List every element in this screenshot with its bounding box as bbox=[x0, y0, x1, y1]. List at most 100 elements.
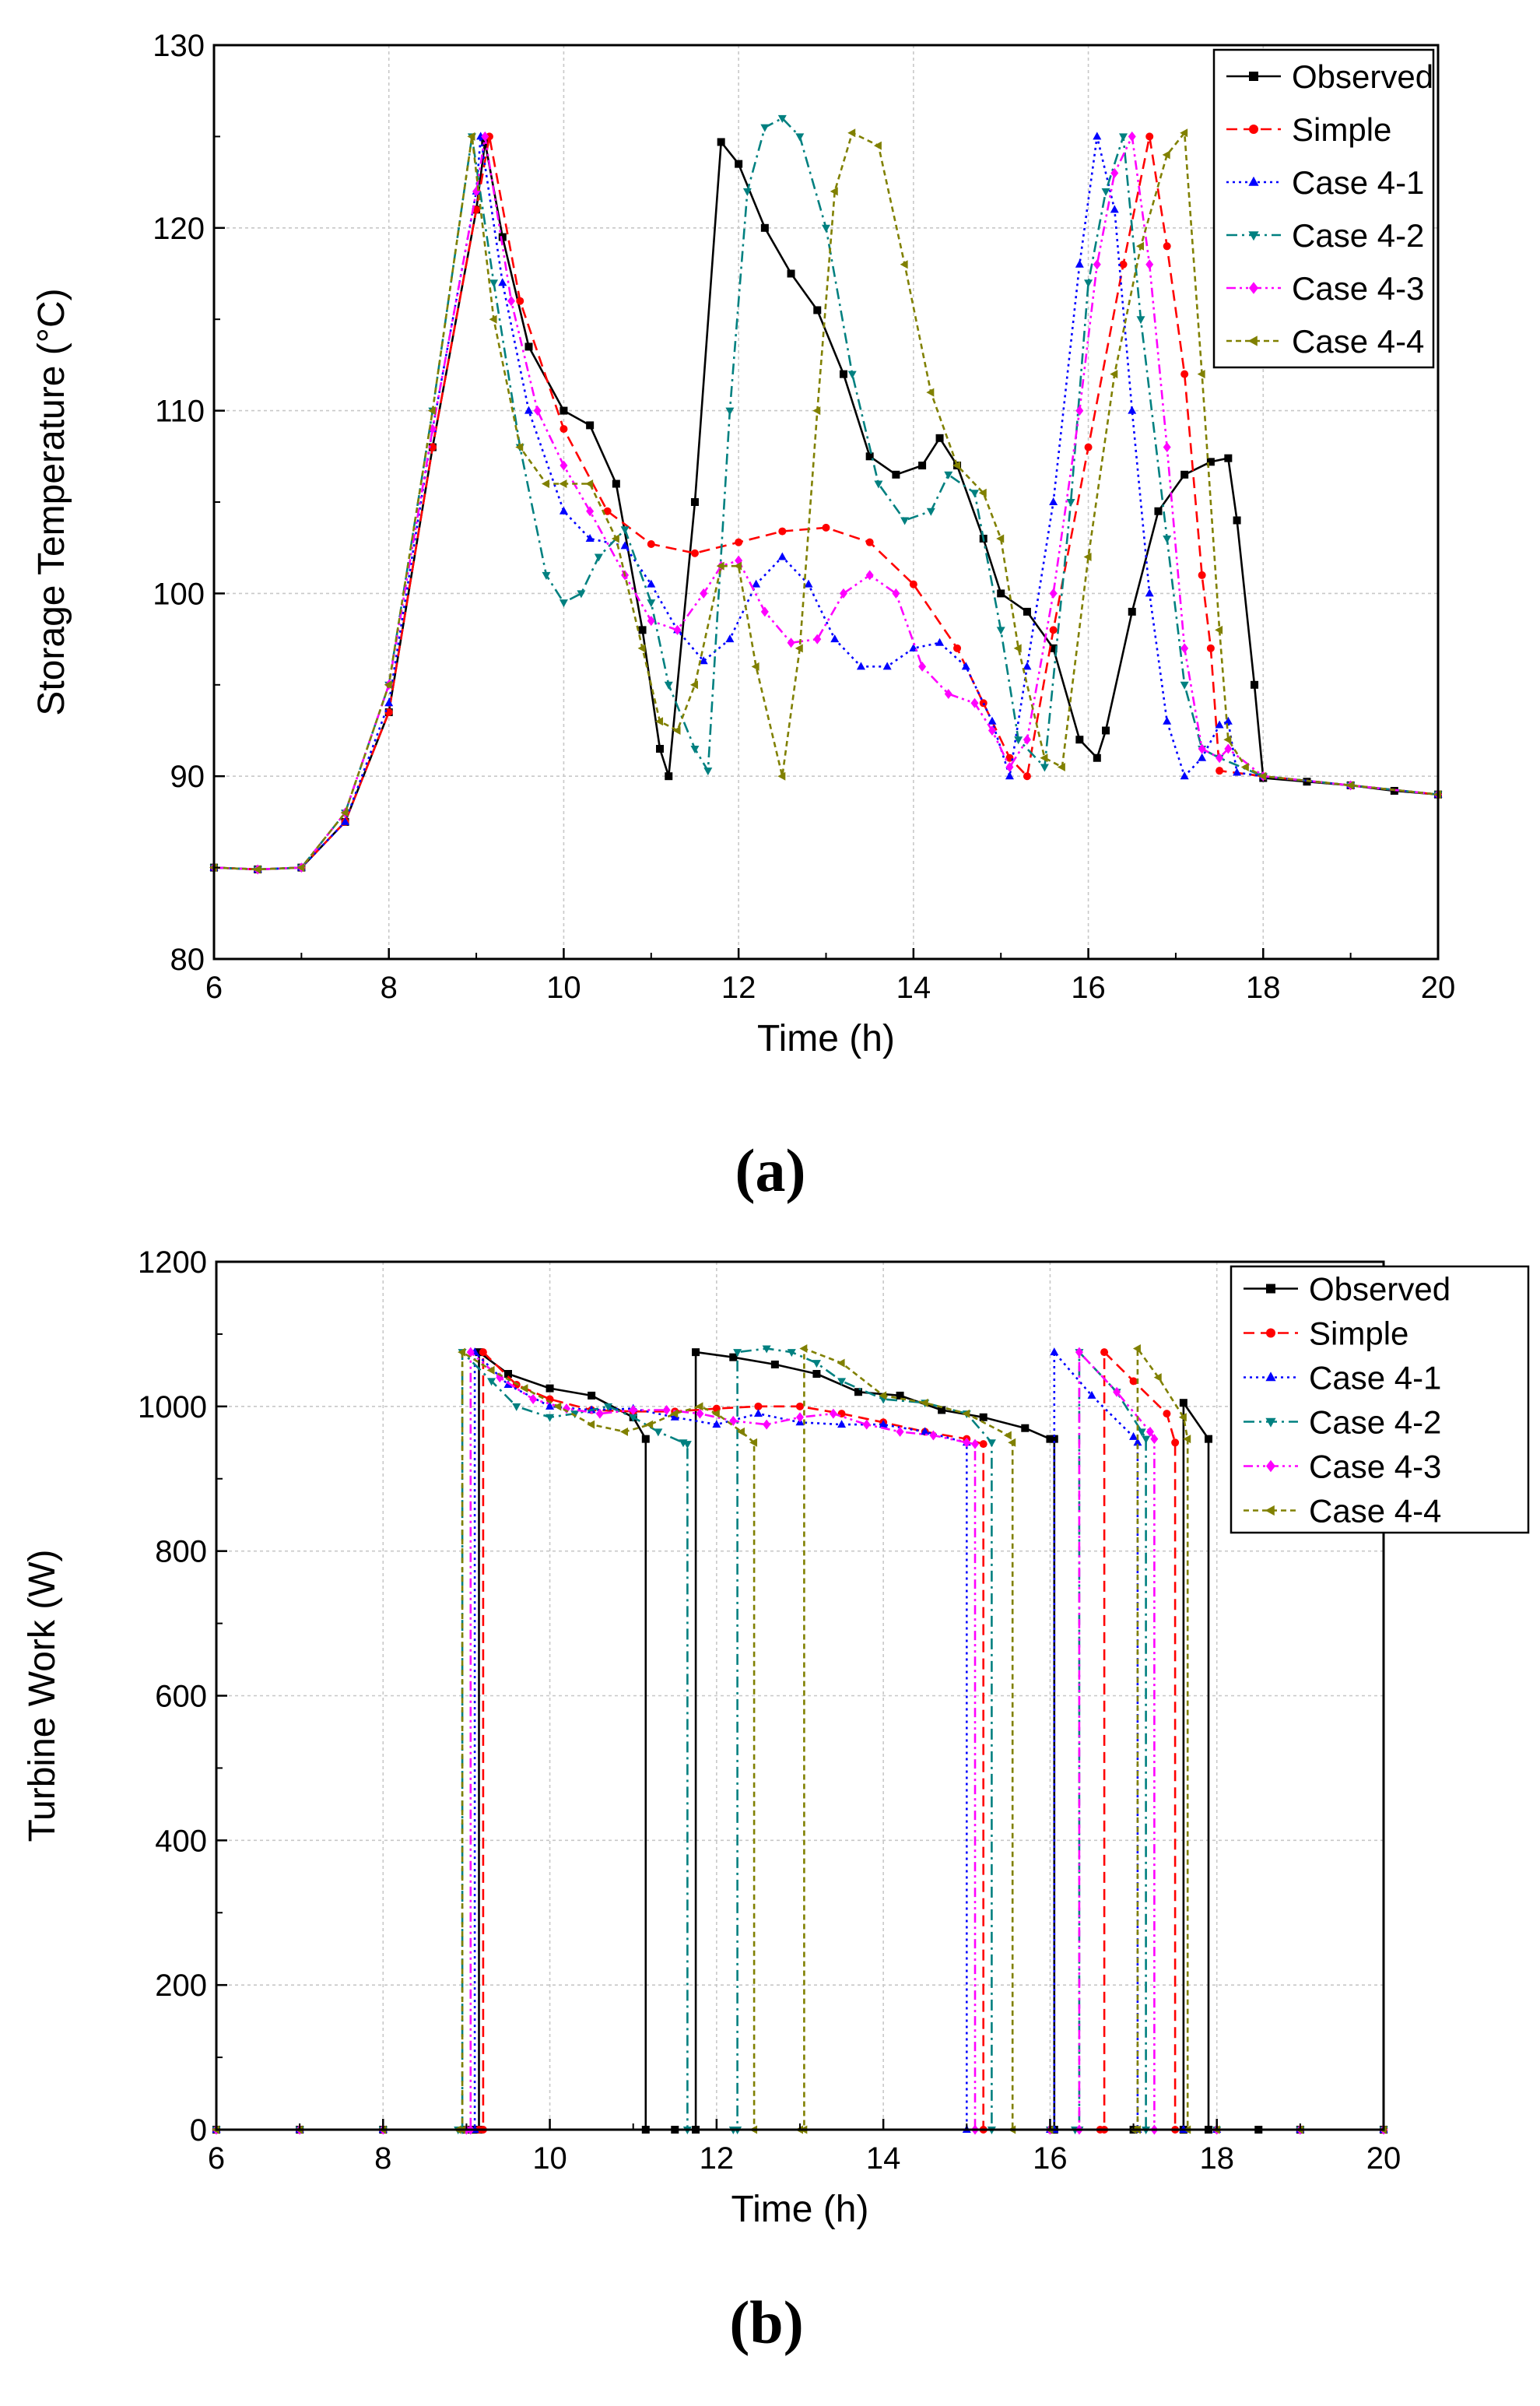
data-point-simple bbox=[778, 527, 787, 536]
x-tick-label: 20 bbox=[1366, 2141, 1401, 2176]
data-point-simple bbox=[796, 1402, 804, 1410]
y-tick-label: 800 bbox=[155, 1535, 207, 1569]
data-point-case-4-4 bbox=[611, 534, 619, 543]
x-tick-label: 10 bbox=[546, 971, 581, 1005]
data-point-case-4-2 bbox=[944, 471, 953, 479]
data-point-case-4-3 bbox=[963, 1437, 971, 1448]
data-point-observed bbox=[854, 1388, 862, 1396]
legend-swatch-marker bbox=[1265, 1505, 1275, 1516]
data-point-case-4-1 bbox=[1180, 771, 1189, 780]
data-point-case-4-2 bbox=[777, 114, 787, 123]
legend-label: Case 4-3 bbox=[1292, 270, 1424, 307]
data-point-case-4-1 bbox=[1198, 753, 1207, 761]
data-point-case-4-1 bbox=[804, 579, 813, 588]
data-point-case-4-4 bbox=[620, 1427, 628, 1436]
data-point-case-4-2 bbox=[577, 590, 586, 599]
data-point-case-4-2 bbox=[620, 526, 630, 535]
data-point-case-4-1 bbox=[1145, 588, 1154, 597]
data-point-case-4-1 bbox=[1163, 716, 1172, 725]
data-point-simple bbox=[1216, 767, 1224, 775]
legend-item-case-4-4: Case 4-4 bbox=[1226, 323, 1424, 360]
data-point-case-4-4 bbox=[716, 561, 724, 571]
series-case-4-3 bbox=[212, 1347, 1387, 2135]
data-point-case-4-4 bbox=[1258, 771, 1267, 781]
series-group bbox=[212, 1344, 1388, 2135]
data-point-observed bbox=[935, 434, 944, 442]
data-point-case-4-2 bbox=[1101, 188, 1110, 196]
y-tick-label: 100 bbox=[153, 577, 205, 611]
data-point-case-4-3 bbox=[944, 689, 952, 700]
data-point-case-4-2 bbox=[682, 1441, 692, 1449]
data-point-simple bbox=[1049, 626, 1058, 634]
data-point-case-4-2 bbox=[812, 1360, 821, 1368]
data-point-case-4-3 bbox=[533, 406, 542, 416]
data-point-case-4-4 bbox=[489, 314, 497, 324]
x-tick-label: 18 bbox=[1199, 2141, 1234, 2176]
data-point-case-4-3 bbox=[560, 460, 568, 471]
data-point-case-4-4 bbox=[978, 488, 987, 497]
legend-swatch-marker bbox=[1249, 125, 1258, 134]
data-point-case-4-3 bbox=[813, 634, 822, 645]
y-tick-label: 110 bbox=[155, 395, 205, 429]
data-point-case-4-2 bbox=[703, 767, 713, 776]
data-point-case-4-4 bbox=[1183, 1435, 1191, 1444]
legend-item-case-4-2: Case 4-2 bbox=[1244, 1404, 1441, 1441]
data-point-case-4-4 bbox=[751, 662, 759, 671]
data-point-case-4-2 bbox=[900, 517, 910, 525]
data-point-case-4-2 bbox=[847, 371, 857, 379]
data-point-observed bbox=[770, 1360, 779, 1368]
data-point-observed bbox=[612, 479, 620, 488]
data-point-observed bbox=[498, 233, 507, 241]
data-point-case-4-4 bbox=[587, 1420, 595, 1429]
data-point-observed bbox=[638, 626, 647, 634]
data-point-case-4-4 bbox=[1013, 644, 1022, 653]
data-point-case-4-1 bbox=[1087, 1390, 1096, 1399]
data-point-simple bbox=[472, 205, 481, 214]
data-point-case-4-1 bbox=[935, 638, 945, 646]
panel-b: 6 8 10 12 14 16 18 20020040060080010001200Time … bbox=[22, 1245, 1530, 2356]
data-point-case-4-3 bbox=[1049, 588, 1058, 599]
x-tick-label: 8 bbox=[381, 971, 398, 1005]
data-point-simple bbox=[1084, 443, 1093, 451]
data-point-case-4-1 bbox=[384, 698, 394, 707]
panel-label-letter: b bbox=[749, 2288, 783, 2356]
panel-label: (a) bbox=[735, 1136, 806, 1204]
data-point-case-4-2 bbox=[1119, 133, 1128, 142]
data-point-case-4-2 bbox=[987, 1439, 996, 1448]
data-point-case-4-4 bbox=[458, 1347, 466, 1357]
data-point-case-4-2 bbox=[512, 1403, 521, 1411]
data-point-observed bbox=[892, 470, 900, 479]
data-point-case-4-2 bbox=[664, 681, 673, 690]
series-line-case-4-3 bbox=[213, 135, 1439, 871]
data-point-case-4-2 bbox=[559, 599, 568, 608]
data-point-case-4-4 bbox=[1197, 370, 1205, 379]
data-point-case-4-4 bbox=[711, 1409, 720, 1418]
data-point-observed bbox=[997, 589, 1005, 598]
data-point-case-4-1 bbox=[987, 716, 997, 725]
data-point-simple bbox=[865, 538, 874, 546]
data-point-case-4-4 bbox=[1083, 552, 1092, 561]
legend-item-case-4-2: Case 4-2 bbox=[1226, 217, 1424, 254]
data-point-case-4-1 bbox=[1133, 1438, 1142, 1446]
legend-label: Case 4-2 bbox=[1309, 1404, 1441, 1441]
data-point-case-4-2 bbox=[654, 1428, 663, 1437]
data-point-case-4-3 bbox=[529, 1394, 538, 1405]
data-point-case-4-4 bbox=[1008, 1438, 1016, 1447]
data-point-observed bbox=[1205, 1435, 1212, 1443]
data-point-case-4-4 bbox=[467, 132, 475, 141]
data-point-observed bbox=[665, 772, 673, 781]
data-point-case-4-1 bbox=[753, 1409, 763, 1417]
data-point-case-4-2 bbox=[545, 1414, 555, 1422]
data-point-case-4-4 bbox=[737, 1427, 745, 1436]
data-point-case-4-4 bbox=[541, 479, 549, 489]
data-point-case-4-1 bbox=[498, 278, 507, 286]
data-point-simple bbox=[1100, 1348, 1109, 1357]
data-point-case-4-3 bbox=[1110, 167, 1119, 178]
data-point-observed bbox=[812, 1370, 821, 1379]
data-point-simple bbox=[516, 297, 524, 305]
x-axis-label: Time (h) bbox=[731, 2189, 869, 2230]
data-point-case-4-1 bbox=[1075, 259, 1084, 268]
data-point-observed bbox=[656, 744, 665, 753]
data-point-case-4-3 bbox=[1075, 406, 1084, 416]
data-point-case-4-3 bbox=[700, 588, 708, 599]
